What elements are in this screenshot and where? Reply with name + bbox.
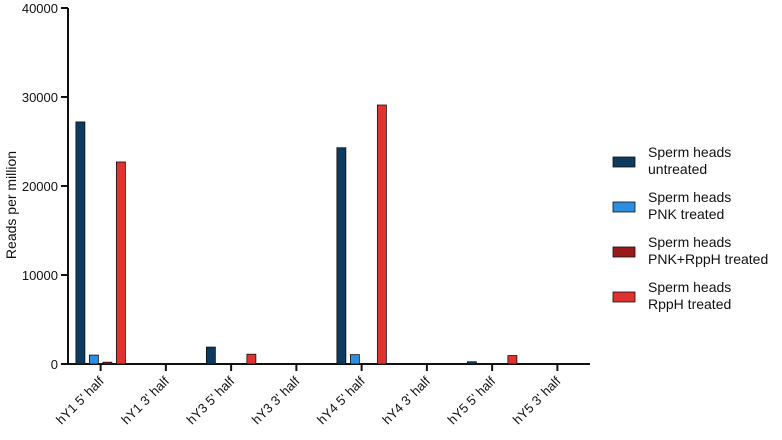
legend-swatch: [612, 246, 636, 258]
y-tick-label: 30000: [22, 90, 58, 105]
x-axis: hY1 5' half hY1 3' half hY3 5' half hY3 3' …: [53, 363, 590, 427]
bar: [336, 147, 347, 365]
x-tick-label: hY4 5' half: [314, 373, 368, 427]
legend-entry: PNK+RppH treated: [648, 251, 768, 267]
legend-swatch: [612, 156, 636, 168]
legend-entry: RppH treated: [648, 296, 731, 312]
y-tick-label: 10000: [22, 268, 58, 283]
bar: [466, 361, 477, 365]
y-axis-label: Reads per million: [3, 151, 19, 259]
bar: [246, 353, 257, 365]
legend-swatch: [612, 291, 636, 303]
bar: [75, 121, 86, 365]
legend-entry: Sperm heads: [648, 189, 731, 205]
x-tick-label: hY1 5' half: [53, 373, 107, 427]
x-tick-label: hY3 5' half: [183, 373, 237, 427]
x-tick-label: hY3 3' half: [249, 373, 303, 427]
y-tick-label: 20000: [22, 179, 58, 194]
x-tick-label: hY4 3' half: [379, 373, 433, 427]
legend-swatch: [612, 201, 636, 213]
y-tick-label: 40000: [22, 1, 58, 16]
legend-entry: Sperm heads: [648, 234, 731, 250]
bar: [88, 354, 99, 365]
y-tick-label: 0: [51, 357, 58, 372]
bars: [75, 104, 518, 365]
legend-entry: untreated: [648, 161, 707, 177]
bar: [349, 354, 360, 365]
bar: [102, 361, 113, 365]
y-axis: 0 10000 20000 30000 40000: [22, 1, 69, 372]
x-tick-label: hY5 5' half: [444, 373, 498, 427]
bar: [205, 346, 216, 365]
bar: [376, 104, 387, 365]
x-tick-label: hY1 3' half: [118, 373, 172, 427]
x-tick-label: hY5 3' half: [510, 373, 564, 427]
legend-entry: Sperm heads: [648, 279, 731, 295]
bar: [507, 355, 518, 365]
legend-entry: Sperm heads: [648, 144, 731, 160]
legend-entry: PNK treated: [648, 206, 724, 222]
bar: [115, 161, 126, 365]
